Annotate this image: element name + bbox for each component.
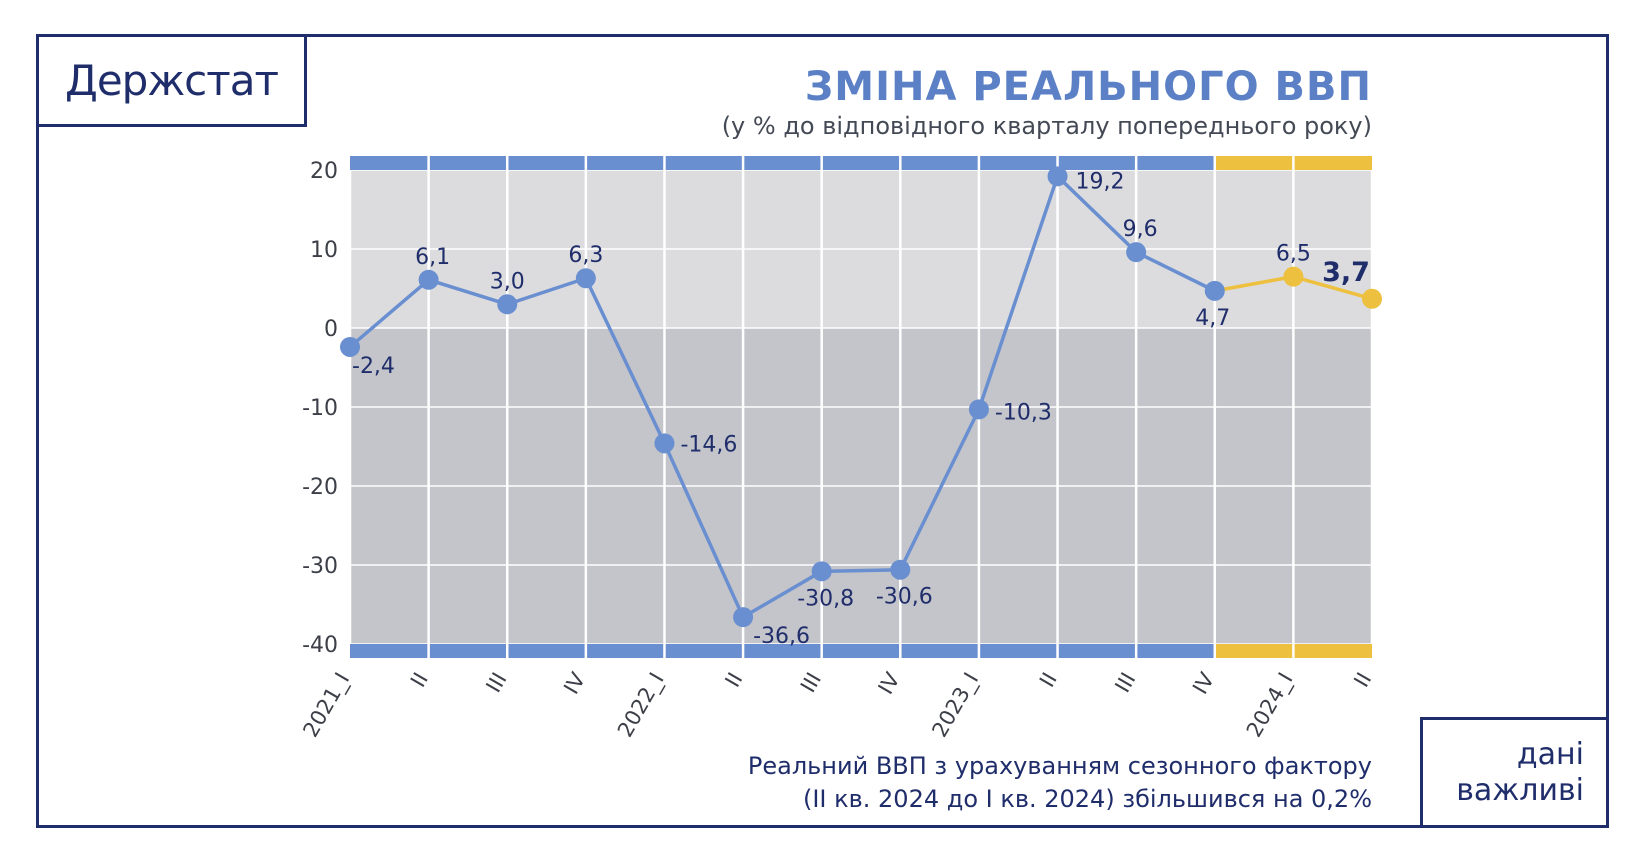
data-point [497, 294, 518, 315]
data-label: 6,3 [568, 243, 603, 268]
badge-line-2: важливі [1456, 772, 1584, 808]
x-tick-label: II [720, 669, 747, 692]
footnote: Реальний ВВП з урахуванням сезонного фак… [748, 750, 1372, 816]
data-label: 6,1 [415, 245, 450, 270]
data-point [733, 607, 754, 628]
y-tick-label: -20 [302, 475, 338, 500]
bottom-band-blue [350, 644, 1215, 658]
data-label: 4,7 [1195, 306, 1230, 331]
outer-frame [36, 34, 1609, 828]
data-label: -2,4 [352, 354, 395, 379]
data-label: -30,6 [876, 585, 933, 610]
chart-title: ЗМІНА РЕАЛЬНОГО ВВП [804, 64, 1372, 110]
x-tick-label: IV [1188, 668, 1219, 698]
data-point [1126, 242, 1147, 263]
data-point [968, 399, 989, 420]
footnote-line-1: Реальний ВВП з урахуванням сезонного фак… [747, 752, 1372, 780]
data-label: -30,8 [797, 586, 854, 611]
data-label: 3,0 [490, 269, 525, 294]
data-label: -36,6 [753, 624, 810, 649]
x-tick-label: II [1035, 669, 1062, 692]
series-line-main [348, 174, 1216, 619]
badge-line-1: дані [1516, 736, 1584, 772]
y-tick-label: -30 [302, 554, 338, 579]
data-point [1362, 288, 1382, 309]
data-point [1283, 266, 1304, 287]
badge: дані важливі [1420, 717, 1609, 828]
y-tick-label: 20 [310, 159, 338, 184]
logo-text: Держстат [65, 56, 279, 105]
data-label: 3,7 [1322, 257, 1370, 288]
data-point [654, 433, 675, 454]
x-tick-label: 2022_I [613, 669, 670, 742]
y-tick-label: -10 [302, 396, 338, 421]
x-tick-label: III [1110, 669, 1140, 697]
data-point [340, 336, 360, 357]
data-label: -10,3 [995, 400, 1052, 425]
y-tick-label: 0 [324, 317, 338, 342]
x-tick-label: 2023_I [927, 669, 984, 742]
y-tick-label: 10 [310, 238, 338, 263]
top-band-blue [350, 156, 1215, 170]
x-tick-label: IV [559, 668, 590, 698]
x-tick-label: III [796, 669, 826, 697]
data-label: 19,2 [1076, 169, 1125, 194]
y-tick-label: -40 [302, 633, 338, 658]
data-point [890, 559, 911, 580]
footnote-line-2: (ІІ кв. 2024 до І кв. 2024) збільшився н… [802, 785, 1372, 813]
data-label: 6,5 [1276, 242, 1311, 267]
x-tick-label: 2021_I [298, 669, 355, 742]
data-point [1204, 280, 1225, 301]
x-tick-label: III [481, 669, 511, 697]
logo: Держстат [36, 34, 307, 127]
data-point [418, 269, 439, 290]
data-point [811, 561, 832, 582]
data-label: 9,6 [1123, 217, 1158, 242]
x-tick-label: II [1349, 669, 1376, 692]
x-tick-label: II [406, 669, 433, 692]
data-point [1047, 166, 1068, 187]
x-tick-label: 2024_I [1242, 669, 1299, 742]
data-label: -14,6 [680, 432, 737, 457]
x-tick-label: IV [874, 668, 905, 698]
data-point [575, 268, 596, 289]
chart-subtitle: (у % до відповідного кварталу попередньо… [721, 112, 1372, 140]
